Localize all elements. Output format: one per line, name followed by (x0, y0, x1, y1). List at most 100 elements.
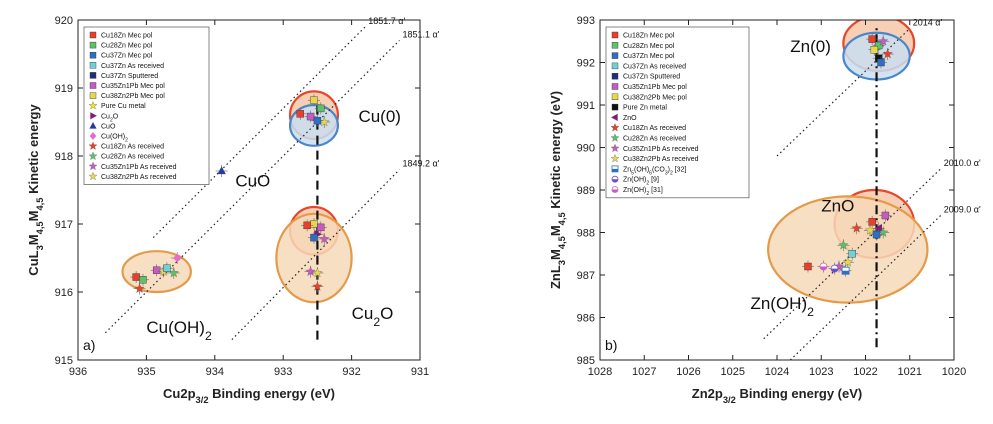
legend-label-part: Cu18Zn Mec pol (101, 33, 153, 40)
legend-label: Cu38Zn2Pb As received (623, 156, 699, 163)
y-axis-title-part: M (548, 225, 563, 236)
x-axis-title-part: 3/2 (196, 395, 209, 405)
legend-label-part: 3 (665, 170, 668, 176)
legend-label-part: Cu28Zn Mec pol (101, 43, 153, 50)
y-axis-title-part: 4,5 (35, 198, 45, 211)
x-tick-label: 932 (342, 366, 360, 378)
legend-marker (610, 123, 620, 132)
legend-label-part: Cu37Zn Sputtered (101, 73, 158, 80)
legend-label-part: Cu38Zn2Pb As received (101, 174, 177, 181)
legend-marker (88, 141, 98, 150)
data-point (134, 283, 145, 293)
legend-label: Cu28Zn As received (623, 136, 686, 143)
legend-label-part: Cu37Zn As received (623, 63, 686, 70)
legend-label: Cu38Zn2Pb Mec pol (623, 94, 687, 101)
x-axis-title-part: 3/2 (723, 395, 736, 405)
auger-parameter-line (789, 215, 942, 360)
data-point (303, 221, 311, 230)
legend-marker (90, 112, 97, 120)
legend-label-part: (OH) (634, 166, 649, 173)
legend-label: Cu35Zn1Pb Mec pol (101, 83, 165, 90)
data-point (317, 104, 325, 113)
legend-marker (611, 72, 619, 80)
auger-line-label: 1851.7 α' (368, 16, 405, 26)
legend-label-part: Cu37Zn Mec pol (623, 53, 675, 60)
data-point (878, 35, 889, 46)
panel-label: a) (83, 337, 95, 353)
y-axis-title-part: 3 (35, 245, 45, 250)
region-label-part: Zn(0) (790, 37, 831, 56)
legend-label-part: Cu38Zn2Pb Mec pol (101, 93, 165, 100)
legend-label-part: [9] (649, 177, 659, 184)
legend-marker (611, 42, 619, 49)
region-label-part: Zn(OH) (750, 294, 807, 313)
data-point (312, 267, 323, 278)
legend-label-part: 2 (125, 138, 128, 144)
data-point (870, 46, 879, 54)
plot-area (763, 20, 942, 360)
legend-label-part: Pure Cu metal (101, 103, 146, 110)
legend-label-part: 6 (649, 170, 652, 176)
y-tick-label: 990 (577, 143, 595, 155)
legend-label: Cu38Zn2Pb As received (101, 174, 177, 181)
legend-label-part: [31] (649, 187, 663, 194)
data-point (173, 253, 182, 263)
legend-label: Cu37Zn Mec pol (623, 53, 675, 60)
y-axis-title-part: Kinetic energy (eV) (548, 91, 563, 212)
data-point (163, 264, 171, 272)
legend-label: Cu28Zn As received (101, 154, 164, 161)
legend-label: Cu35Zn1Pb Mec pol (623, 84, 687, 91)
legend-marker (611, 83, 619, 90)
legend-marker (610, 133, 620, 142)
legend-label: Zn5(OH)6(CO3)2 [32] (623, 166, 686, 176)
x-axis-title: Zn2p3/2 Binding energy (eV) (692, 386, 862, 405)
x-tick-label: 1022 (853, 366, 877, 378)
region-label-part: CuO (235, 172, 270, 191)
auger-line-label: 1849.2 α' (402, 159, 439, 169)
y-axis-title: CuL3M4,5M4,5 Kinetic energy (26, 104, 45, 276)
data-point-fill (831, 268, 839, 273)
legend-marker (89, 72, 97, 79)
x-tick-label: 1028 (588, 366, 612, 378)
x-tick-label: 934 (206, 366, 224, 378)
legend-label-part: Cu18Zn As received (101, 144, 164, 151)
data-point (312, 281, 323, 291)
legend-marker (611, 165, 619, 173)
legend-label-part: Cu28Zn As received (101, 154, 164, 161)
y-axis-title-part: M (26, 211, 41, 222)
data-point (848, 250, 856, 258)
region-label: Cu2O (352, 304, 394, 329)
region-label-part: Cu(OH) (146, 318, 205, 337)
y-axis-title-part: 4,5 (557, 212, 567, 225)
y-tick-label: 988 (577, 228, 595, 240)
y-axis-title-part: 4,5 (557, 236, 567, 249)
region-label-part: Cu(0) (358, 107, 401, 126)
legend-marker (611, 31, 619, 39)
data-point (804, 262, 812, 271)
region-ellipse (767, 195, 929, 304)
x-tick-label: 1024 (765, 366, 789, 378)
legend-marker-fill (612, 189, 618, 193)
legend-label: Cu37Zn Sputtered (101, 73, 158, 80)
auger-parameter-line (231, 169, 400, 341)
data-point (296, 110, 304, 118)
y-axis-title: ZnL3M4,5M4,5 Kinetic energy (eV) (548, 91, 567, 289)
legend-box (605, 26, 750, 199)
x-axis-title-part: Zn2p (692, 386, 723, 401)
legend-label: Cu18Zn As received (623, 125, 686, 132)
data-point (872, 230, 881, 239)
legend-marker (89, 132, 97, 140)
region-label-part: Cu (352, 304, 374, 323)
auger-line-label: 2010.0 α' (944, 158, 981, 168)
legend-label-part: 2 (646, 191, 649, 197)
auger-parameter-line (104, 39, 400, 334)
data-point (139, 276, 147, 284)
legend-marker (89, 82, 97, 89)
data-point (875, 41, 883, 50)
legend-label-part: Cu38Zn2Pb As received (623, 156, 699, 163)
legend-marker (611, 113, 618, 121)
legend-label: Cu37Zn Mec pol (101, 53, 153, 60)
auger-parameter-line (152, 26, 366, 239)
data-point (841, 266, 850, 275)
data-point (838, 239, 849, 250)
